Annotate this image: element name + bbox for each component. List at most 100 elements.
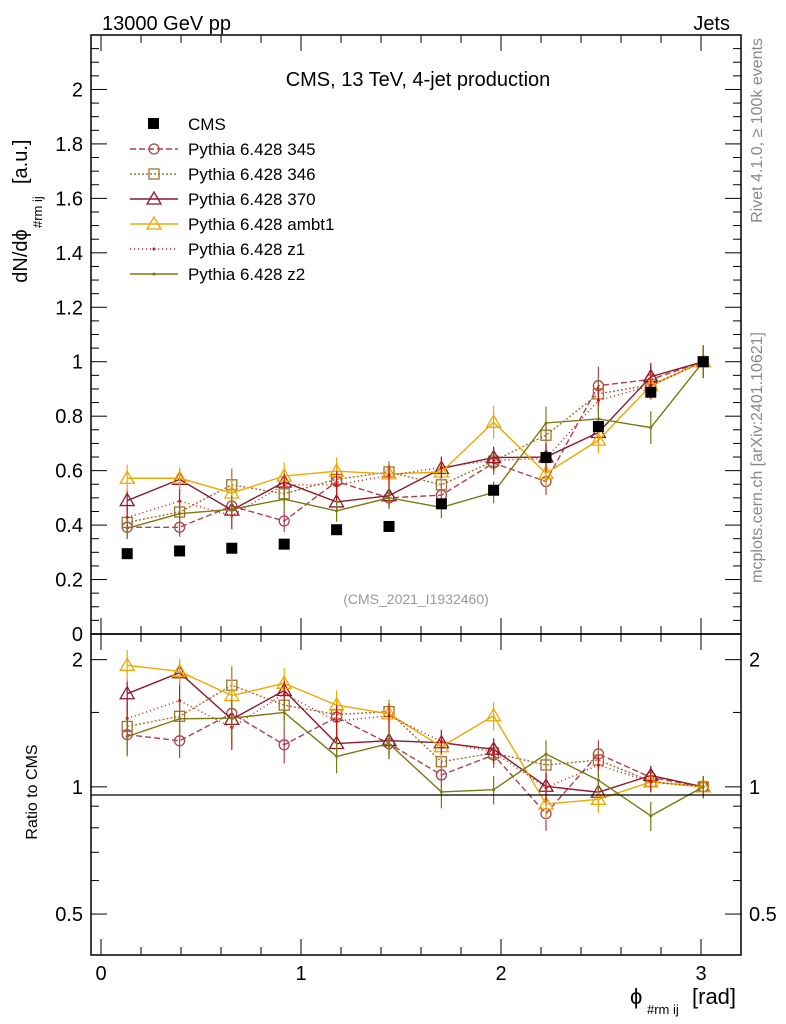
y-tick-label: 0.6 [55,461,83,483]
ratio-tick-label-right: 1 [749,777,760,799]
point-pythia-6-428-370 [119,492,136,507]
data-point-cms [697,356,709,368]
series-line-pythia-6-428-370 [126,361,704,511]
ratio-point-pythia-6-428-z2 [701,785,705,789]
y-tick-label: 1.2 [55,297,83,319]
x-axis: 0 1 2 3 [95,35,707,985]
x-label: ϕ [630,984,642,1009]
legend-label-pythia-6-428-346: Pythia 6.428 346 [188,165,316,184]
ratio-point-pythia-6-428-z1 [335,719,339,723]
point-pythia-6-428-z2 [544,421,548,425]
rivet-label: Rivet 4.1.0, ≥ 100k events [749,38,766,223]
ratio-point-pythia-6-428-z1 [596,763,600,767]
legend-marker-pythia-6-428-345 [148,143,160,155]
header-left: 13000 GeV pp [102,13,231,35]
legend-marker-pythia-6-428-ambt1 [145,215,163,230]
ylabel-sub: #rm ij [30,196,45,228]
ratio-point-pythia-6-428-z2 [178,717,182,721]
point-pythia-6-428-z2 [335,509,339,513]
series-line-pythia-6-428-346 [127,361,704,524]
y-tick-label: 0.4 [55,515,83,537]
x-label-sub: #rm ij [647,1002,679,1017]
ratio-point-pythia-6-428-z2 [596,778,600,782]
legend-label-cms: CMS [188,115,226,134]
legend-marker-cms [148,118,159,129]
ratio-tick-label-left: 0.5 [55,904,83,926]
legend-marker-pythia-6-428-370 [145,190,163,205]
data-point-cms [226,542,238,554]
point-pythia-6-428-ambt1 [590,431,607,446]
ratio-line-pythia-6-428-z1 [126,692,704,789]
ratio-point-pythia-6-428-345 [278,739,290,751]
legend-marker-pythia-6-428-z2 [152,272,156,276]
chart-title: CMS, 13 TeV, 4-jet production [286,69,551,91]
legend-label-pythia-6-428-370: Pythia 6.428 370 [188,190,316,209]
data-point-cms [331,524,343,536]
point-pythia-6-428-z2 [596,417,600,421]
ratio-point-pythia-6-428-z1 [178,699,182,703]
x-label-unit: [rad] [692,984,736,1009]
point-pythia-6-428-ambt1 [537,465,555,480]
ratio-tick-label-right: 0.5 [749,904,777,926]
data-point-cms [121,548,133,560]
ratio-point-pythia-6-428-ambt1 [119,657,136,671]
ratio-point-pythia-6-428-z2 [649,814,653,818]
ratio-line-pythia-6-428-345 [127,712,704,815]
point-pythia-6-428-z1 [649,384,653,388]
point-pythia-6-428-z1 [439,465,443,469]
ratio-point-pythia-6-428-z1 [544,786,548,790]
point-pythia-6-428-z1 [596,398,600,402]
series-line-pythia-6-428-z2 [127,361,704,530]
series-line-pythia-6-428-z1 [126,361,704,519]
point-pythia-6-428-z2 [649,426,653,430]
ratio-point-pythia-6-428-z1 [282,692,286,696]
point-pythia-6-428-z2 [282,497,286,501]
legend-label-pythia-6-428-z1: Pythia 6.428 z1 [188,240,305,259]
ratio-line-pythia-6-428-z2 [126,711,704,817]
point-pythia-6-428-z2 [125,526,129,530]
data-point-cms [540,452,552,464]
point-pythia-6-428-z1 [492,458,496,462]
y-tick-label: 1.4 [55,243,83,265]
ratio-y-axis: 0.5 0.5 1 1 2 2 [55,650,777,926]
data-point-cms [592,421,604,433]
point-pythia-6-428-z1 [387,474,391,478]
ratio-tick-label-left: 1 [72,777,83,799]
ratio-point-pythia-6-428-z2 [125,735,129,739]
ratio-point-pythia-6-428-z2 [544,752,548,756]
data-point-cms [645,386,657,398]
x-tick-label: 2 [495,963,506,985]
ratio-tick-label-left: 2 [72,650,83,672]
ratio-point-pythia-6-428-z2 [439,790,443,794]
data-point-cms [174,545,186,557]
point-pythia-6-428-ambt1 [171,469,188,484]
x-tick-label: 3 [695,963,706,985]
point-pythia-6-428-345 [278,515,290,527]
y-tick-label: 0.2 [55,570,83,592]
data-point-cms [278,538,290,550]
y-tick-label: 2 [72,79,83,101]
svg-text:dN/dϕ: dN/dϕ [10,229,32,282]
legend: CMS Pythia 6.428 345 Pythia 6.428 346 Pythi… [130,115,334,284]
mcplots-label: mcplots.cern.ch [arXiv:2401.10621] [749,332,766,583]
legend-label-pythia-6-428-ambt1: Pythia 6.428 ambt1 [188,215,334,234]
point-pythia-6-428-z1 [335,483,339,487]
y-tick-label: 0 [72,624,83,646]
ylabel-unit: [a.u.] [10,140,32,184]
ratio-point-pythia-6-428-z1 [492,750,496,754]
ratio-point-pythia-6-428-z1 [649,780,653,784]
data-point-cms [383,520,395,532]
x-tick-label: 0 [95,963,106,985]
point-pythia-6-428-z2 [230,507,234,511]
ylabel-main: dN/dϕ [10,229,32,282]
ratio-point-pythia-6-428-z2 [387,742,391,746]
legend-label-pythia-6-428-345: Pythia 6.428 345 [188,140,316,159]
ratio-point-pythia-6-428-z2 [335,754,339,758]
main-y-axis: 0 0.2 0.4 0.6 0.8 1 1.2 1.4 1.6 1.8 2 [55,48,741,646]
point-pythia-6-428-z2 [387,496,391,500]
ratio-point-pythia-6-428-z2 [492,788,496,792]
data-point-cms [435,498,447,510]
main-series-layer [119,345,712,540]
ratio-tick-label-right: 2 [749,650,760,672]
